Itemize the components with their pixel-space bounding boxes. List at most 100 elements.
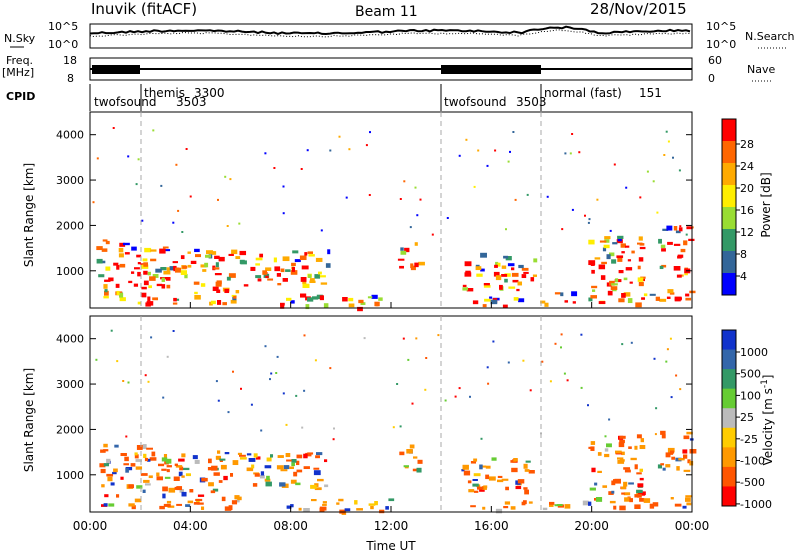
nave-label: Nave: [747, 63, 775, 76]
heatmap-cell: [218, 256, 225, 262]
heatmap-cell: [143, 270, 148, 275]
heatmap-cell: [178, 471, 183, 477]
heatmap-cell: [611, 259, 617, 264]
heatmap-cell: [469, 395, 471, 398]
heatmap-cell: [149, 276, 156, 281]
velocity-xlabel: Time UT: [365, 539, 416, 553]
heatmap-cell: [549, 501, 555, 505]
heatmap-cell: [222, 302, 227, 306]
heatmap-cell: [141, 219, 144, 222]
heatmap-cell: [280, 302, 285, 306]
heatmap-cell: [564, 504, 571, 509]
heatmap-cell: [104, 494, 109, 498]
heatmap-cell: [243, 284, 249, 287]
heatmap-cell: [265, 275, 269, 279]
heatmap-cell: [124, 456, 129, 462]
heatmap-cell: [588, 501, 592, 506]
heatmap-cell: [161, 468, 167, 471]
heatmap-cell: [680, 248, 686, 253]
heatmap-cell: [332, 438, 335, 441]
heatmap-cell: [417, 459, 423, 464]
heatmap-cell: [112, 127, 115, 129]
heatmap-cell: [96, 157, 99, 160]
ytick-label: 4000: [56, 129, 84, 142]
heatmap-cell: [492, 340, 495, 343]
heatmap-cell: [108, 277, 114, 282]
heatmap-cell: [115, 283, 120, 288]
heatmap-cell: [413, 456, 418, 459]
heatmap-cell: [120, 453, 127, 457]
heatmap-cell: [368, 194, 371, 196]
heatmap-cell: [232, 460, 239, 466]
heatmap-cell: [592, 289, 596, 292]
power-cells: [92, 127, 696, 312]
heatmap-cell: [104, 279, 111, 282]
heatmap-cell: [172, 221, 175, 224]
heatmap-cell: [655, 296, 660, 301]
heatmap-cell: [230, 473, 234, 477]
heatmap-cell: [501, 478, 509, 481]
heatmap-cell: [404, 247, 410, 253]
heatmap-cell: [193, 502, 200, 505]
heatmap-cell: [116, 360, 119, 363]
heatmap-cell: [523, 487, 528, 490]
heatmap-cell: [184, 273, 188, 279]
heatmap-cell: [220, 464, 227, 470]
heatmap-cell: [512, 279, 519, 283]
heatmap-cell: [226, 225, 229, 227]
heatmap-cell: [234, 495, 240, 500]
heatmap-cell: [654, 433, 657, 436]
heatmap-cell: [533, 258, 538, 263]
heatmap-cell: [418, 261, 425, 266]
heatmap-cell: [371, 294, 378, 299]
heatmap-cell: [143, 479, 150, 483]
heatmap-cell: [517, 479, 525, 484]
heatmap-cell: [213, 472, 220, 476]
heatmap-cell: [230, 299, 237, 304]
cpid-segment-3-name: twofsound: [444, 95, 507, 109]
heatmap-cell: [617, 457, 624, 460]
heatmap-cell: [282, 256, 290, 262]
heatmap-cell: [127, 381, 130, 384]
heatmap-cell: [617, 235, 624, 239]
heatmap-cell: [173, 297, 177, 302]
heatmap-cell: [160, 267, 167, 271]
heatmap-cell: [118, 253, 124, 258]
heatmap-cell: [617, 257, 623, 262]
heatmap-cell: [239, 457, 247, 460]
heatmap-cell: [580, 333, 583, 336]
heatmap-cell: [314, 487, 322, 491]
velocity-ylabel: Slant Range [km]: [22, 368, 36, 472]
heatmap-cell: [513, 297, 519, 301]
heatmap-cell: [677, 255, 682, 259]
heatmap-cell: [246, 453, 252, 456]
heatmap-cell: [285, 423, 288, 426]
noise-sky-series: [89, 25, 691, 36]
heatmap-cell: [136, 254, 142, 258]
colorbar-tick-label: -25: [740, 433, 758, 446]
heatmap-cell: [120, 476, 124, 480]
heatmap-cell: [344, 508, 351, 512]
heatmap-cell: [485, 465, 491, 469]
heatmap-cell: [105, 266, 111, 271]
heatmap-cell: [180, 255, 185, 260]
heatmap-cell: [165, 277, 171, 281]
heatmap-cell: [266, 475, 270, 481]
heatmap-cell: [655, 407, 658, 410]
heatmap-cell: [215, 380, 218, 383]
heatmap-cell: [302, 283, 310, 288]
colorbar-tick-label: 25: [740, 411, 754, 424]
heatmap-cell: [174, 298, 180, 301]
heatmap-cell: [661, 248, 666, 252]
nave-ytick-top: 60: [708, 54, 722, 67]
heatmap-cell: [167, 505, 175, 508]
heatmap-cell: [649, 503, 655, 509]
heatmap-cell: [254, 473, 260, 477]
heatmap-cell: [549, 380, 552, 383]
heatmap-cell: [147, 380, 150, 383]
heatmap-cell: [554, 342, 557, 345]
ytick-label: 3000: [56, 378, 84, 391]
heatmap-cell: [624, 497, 631, 502]
heatmap-cell: [502, 304, 508, 308]
heatmap-cell: [487, 382, 490, 385]
